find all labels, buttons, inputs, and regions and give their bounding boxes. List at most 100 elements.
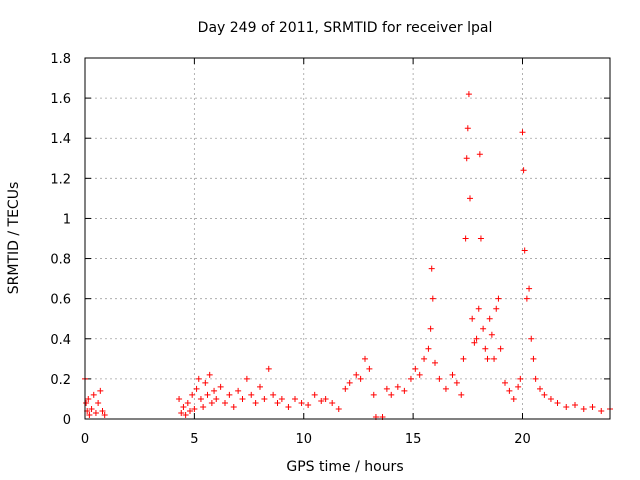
data-point	[342, 385, 349, 392]
data-point	[335, 405, 342, 412]
data-point	[235, 387, 242, 394]
data-point	[537, 385, 543, 392]
data-point	[477, 235, 484, 242]
y-tick-label: 1	[63, 212, 71, 227]
data-point	[202, 379, 209, 386]
y-axis-label: SRMTID / TECUs	[6, 182, 22, 295]
data-point	[464, 125, 471, 132]
data-point	[265, 365, 272, 372]
data-point	[362, 355, 368, 362]
data-point	[547, 395, 554, 402]
data-point	[473, 335, 480, 342]
data-point	[515, 383, 522, 390]
data-point	[305, 401, 312, 408]
data-point	[442, 385, 449, 392]
data-point	[427, 325, 434, 332]
data-point	[521, 247, 528, 254]
data-point	[495, 295, 502, 302]
data-point	[572, 401, 578, 408]
data-point	[429, 295, 436, 302]
data-point	[523, 295, 530, 302]
data-point	[458, 391, 465, 398]
data-point	[101, 411, 108, 418]
data-point	[346, 379, 353, 386]
data-point	[465, 91, 472, 98]
data-point	[86, 411, 93, 418]
data-point	[197, 395, 204, 402]
data-point	[97, 387, 104, 394]
data-point	[318, 397, 325, 404]
data-point	[554, 399, 561, 406]
data-point	[257, 383, 263, 390]
data-point	[469, 315, 476, 322]
data-point	[285, 403, 292, 410]
y-tick-label: 0.8	[50, 253, 71, 268]
data-point	[497, 345, 504, 352]
data-point	[453, 379, 460, 386]
data-point	[189, 391, 196, 398]
data-point	[99, 407, 106, 414]
x-tick-label: 15	[405, 432, 422, 447]
chart-title: Day 249 of 2011, SRMTID for receiver lpa…	[198, 20, 493, 36]
data-point	[589, 403, 596, 410]
y-tick-label: 0	[63, 413, 71, 428]
grid	[85, 58, 610, 419]
data-point	[530, 355, 537, 362]
data-points	[82, 91, 613, 420]
data-point	[462, 235, 469, 242]
x-tick-label: 20	[514, 432, 531, 447]
data-point	[598, 407, 605, 414]
data-point	[187, 407, 193, 414]
data-point	[520, 167, 527, 174]
x-tick-label: 10	[295, 432, 312, 447]
data-point	[471, 339, 478, 346]
data-point	[493, 305, 500, 312]
data-point	[357, 375, 364, 382]
data-point	[428, 265, 435, 272]
x-tick-label: 0	[81, 432, 89, 447]
data-point	[83, 399, 90, 406]
data-point	[366, 365, 373, 372]
data-point	[95, 399, 102, 406]
data-point	[90, 391, 97, 398]
y-tick-label: 1.8	[50, 52, 71, 67]
data-point	[510, 395, 517, 402]
data-point	[243, 375, 250, 382]
data-point	[204, 391, 211, 398]
data-point	[563, 403, 570, 410]
data-point	[475, 305, 482, 312]
data-point	[180, 403, 187, 410]
y-tick-label: 0.6	[50, 293, 71, 308]
data-point	[353, 371, 360, 378]
data-point	[401, 387, 408, 394]
data-point	[226, 391, 233, 398]
data-point	[383, 385, 390, 392]
data-point	[541, 391, 548, 398]
data-point	[412, 365, 419, 372]
data-point	[517, 375, 524, 382]
data-point	[211, 387, 218, 394]
data-point	[329, 399, 336, 406]
data-point	[421, 355, 428, 362]
data-point	[476, 151, 483, 158]
data-point	[248, 391, 255, 398]
x-axis-label: GPS time / hours	[286, 459, 403, 475]
data-point	[580, 405, 587, 412]
data-point	[436, 375, 443, 382]
data-point	[200, 403, 207, 410]
data-point	[311, 391, 318, 398]
data-point	[298, 399, 305, 406]
data-point	[261, 395, 268, 402]
data-point	[486, 315, 493, 322]
data-point	[274, 399, 281, 406]
data-point	[222, 399, 228, 406]
data-point	[526, 285, 533, 292]
data-point	[195, 375, 202, 382]
data-point	[270, 391, 277, 398]
data-point	[416, 371, 423, 378]
data-point	[191, 405, 198, 412]
data-point	[230, 403, 237, 410]
data-point	[370, 391, 377, 398]
data-point	[519, 129, 526, 136]
